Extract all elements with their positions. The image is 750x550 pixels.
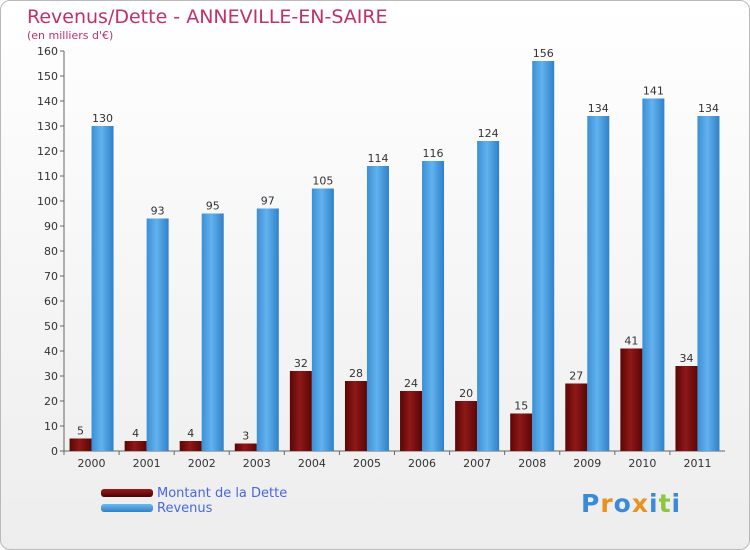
y-tick-label: 150 [37,70,58,83]
y-tick-label: 50 [44,320,58,333]
x-tick-label: 2003 [243,457,271,470]
data-label-revenus: 130 [92,112,113,125]
bar-revenus [587,116,610,451]
data-label-dette: 4 [187,427,194,440]
x-tick-label: 2000 [78,457,106,470]
bar-revenus [256,208,279,451]
y-tick-label: 10 [44,420,58,433]
data-label-revenus: 105 [312,175,333,188]
logo-letter: x [631,489,649,518]
logo-letter: P [581,489,601,518]
y-tick-label: 0 [51,445,58,458]
data-label-dette: 27 [569,370,583,383]
data-label-dette: 5 [77,425,84,438]
data-labels: 5 130 4 93 4 95 3 97 32 105 28 114 24 116 20 124 15 156 27… [77,47,719,443]
data-label-dette: 34 [679,352,693,365]
x-tick-label: 2005 [353,457,381,470]
x-tick-label: 2007 [463,457,491,470]
data-label-dette: 28 [349,367,363,380]
data-label-revenus: 95 [206,200,220,213]
y-tick-label: 80 [44,245,58,258]
x-tick-label: 2006 [408,457,436,470]
data-label-revenus: 134 [588,102,609,115]
x-tick-label: 2008 [518,457,546,470]
data-label-revenus: 124 [478,127,499,140]
data-label-revenus: 114 [367,152,388,165]
y-tick-label: 110 [37,170,58,183]
y-tick-label: 140 [37,95,58,108]
y-tick-label: 60 [44,295,58,308]
bars [69,61,720,451]
bar-revenus [642,98,665,451]
bar-dette [455,401,478,451]
legend-swatch-dette [101,489,153,497]
y-tick-label: 40 [44,345,58,358]
y-tick-label: 120 [37,145,58,158]
data-label-dette: 20 [459,387,473,400]
x-tick-label: 2011 [683,457,711,470]
data-label-dette: 3 [242,430,249,443]
logo-letter: t [658,489,672,518]
x-tick-label: 2002 [188,457,216,470]
bar-dette [565,383,588,451]
x-tick-label: 2010 [628,457,656,470]
bar-dette [510,413,533,451]
bar-dette [124,441,147,451]
data-label-revenus: 93 [151,205,165,218]
logo-letter: i [649,489,659,518]
data-label-dette: 41 [624,335,638,348]
y-tick-label: 20 [44,395,58,408]
bar-dette [69,438,92,451]
logo-letter: i [671,489,682,518]
data-label-dette: 4 [132,427,139,440]
data-label-revenus: 97 [261,195,275,208]
bar-revenus [422,161,445,451]
data-label-dette: 15 [514,400,528,413]
bar-revenus [201,213,224,451]
y-tick-label: 70 [44,270,58,283]
legend-label-revenus: Revenus [157,501,213,516]
bar-revenus [366,166,389,451]
x-tick-label: 2009 [573,457,601,470]
bar-revenus [146,218,169,451]
bar-dette [400,391,423,451]
proxiti-logo: Proxiti [581,489,681,518]
y-tick-label: 160 [37,45,58,58]
bar-dette [620,348,643,451]
legend-label-dette: Montant de la Dette [157,486,288,501]
y-tick-label: 90 [44,220,58,233]
bar-revenus [91,126,114,451]
data-label-dette: 24 [404,377,418,390]
axes: 0 10 20 30 40 50 60 70 80 90 100 110 120 130 140 150 160… [37,45,725,470]
data-label-revenus: 156 [533,47,554,60]
legend-swatch-revenus [101,504,153,512]
bar-revenus [532,61,555,451]
logo-letter: o [613,489,632,518]
bar-dette [289,371,312,451]
logo-letter: r [600,489,614,518]
chart-title: Revenus/Dette - ANNEVILLE-EN-SAIRE [27,6,388,28]
bar-revenus [697,116,720,451]
data-label-revenus: 134 [698,102,719,115]
bar-dette [234,443,257,451]
data-label-revenus: 141 [643,85,664,98]
bar-dette [675,366,698,451]
bar-dette [344,381,367,451]
x-tick-label: 2001 [133,457,161,470]
data-label-dette: 32 [294,357,308,370]
y-tick-label: 100 [37,195,58,208]
bar-revenus [311,188,334,451]
y-tick-label: 30 [44,370,58,383]
y-tick-label: 130 [37,120,58,133]
x-tick-label: 2004 [298,457,326,470]
bar-revenus [477,141,500,451]
chart-subtitle: (en milliers d'€) [27,29,114,42]
bar-dette [179,441,202,451]
data-label-revenus: 116 [423,147,444,160]
